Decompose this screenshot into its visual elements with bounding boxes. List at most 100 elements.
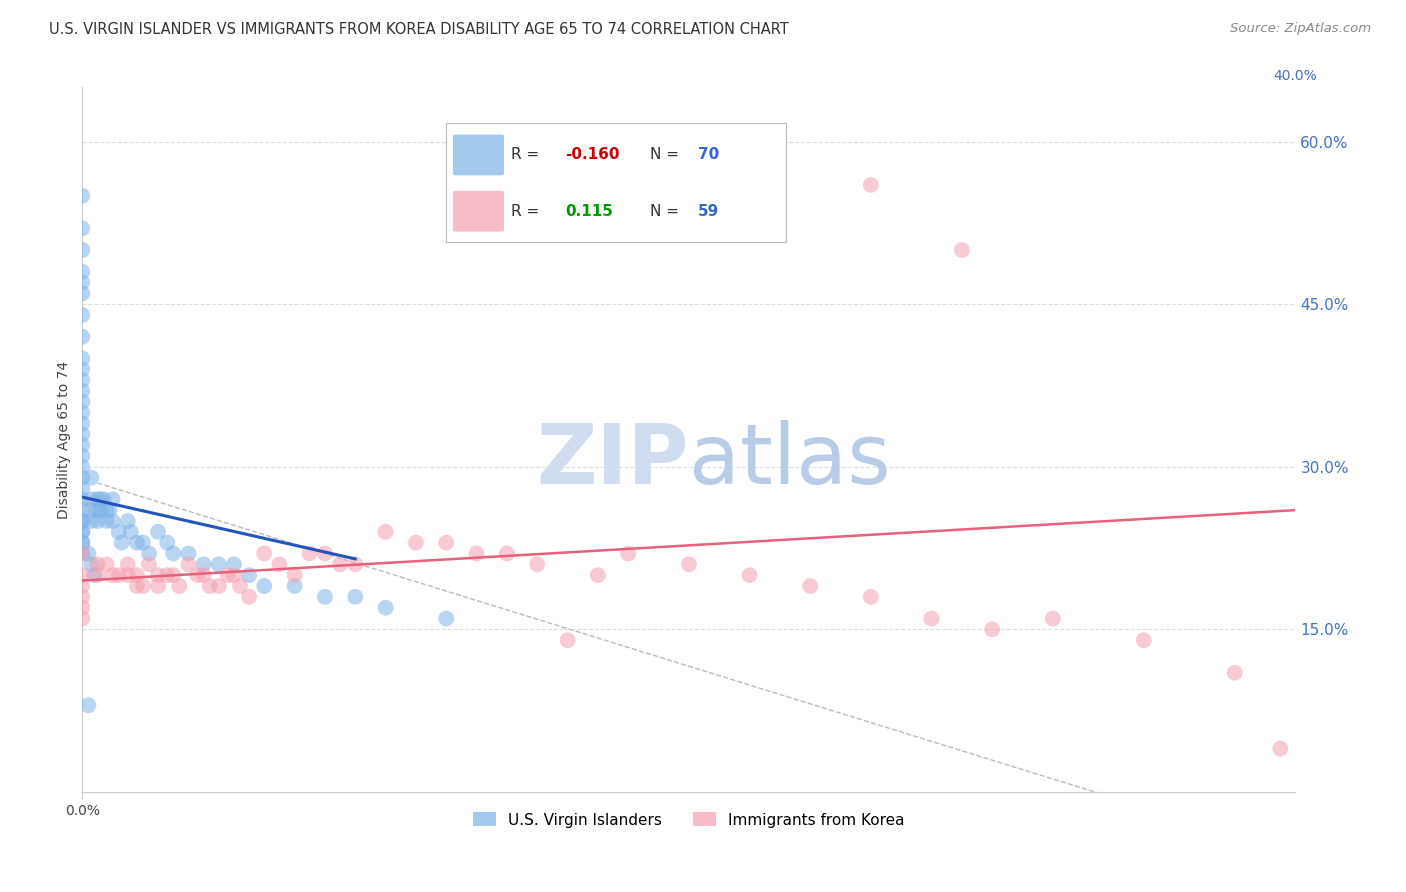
Point [80, 470, 103, 484]
Point [80, 503, 103, 517]
Point [162, 547, 184, 561]
Point [86, 492, 108, 507]
Point [96, 558, 118, 572]
Point [284, 579, 307, 593]
Point [86, 558, 108, 572]
Point [72, 449, 94, 463]
Point [72, 384, 94, 398]
Point [89, 503, 111, 517]
Text: atlas: atlas [689, 420, 890, 501]
Point [117, 558, 139, 572]
Point [198, 579, 221, 593]
Point [72, 535, 94, 549]
Point [72, 459, 94, 474]
Point [132, 535, 155, 549]
Point [86, 568, 108, 582]
Point [162, 568, 184, 582]
Point [269, 558, 291, 572]
Text: U.S. VIRGIN ISLANDER VS IMMIGRANTS FROM KOREA DISABILITY AGE 65 TO 74 CORRELATIO: U.S. VIRGIN ISLANDER VS IMMIGRANTS FROM … [49, 22, 789, 37]
Point [156, 568, 179, 582]
Point [101, 514, 124, 528]
Point [177, 547, 200, 561]
Point [434, 535, 457, 549]
Text: ZIP: ZIP [536, 420, 689, 501]
Point [859, 590, 882, 604]
Point [96, 503, 118, 517]
Point [72, 406, 94, 420]
Point [1223, 665, 1246, 680]
Point [72, 579, 94, 593]
Point [374, 524, 396, 539]
Point [72, 514, 94, 528]
Point [496, 547, 519, 561]
Point [98, 503, 121, 517]
Point [208, 558, 231, 572]
Point [72, 417, 94, 431]
Point [72, 590, 94, 604]
Point [72, 329, 94, 343]
Point [107, 568, 129, 582]
Point [77, 698, 100, 713]
Point [86, 503, 108, 517]
Point [146, 579, 169, 593]
Point [859, 178, 882, 192]
Text: Source: ZipAtlas.com: Source: ZipAtlas.com [1230, 22, 1371, 36]
Point [586, 568, 609, 582]
Point [72, 524, 94, 539]
Point [107, 524, 129, 539]
Point [101, 568, 124, 582]
Point [177, 558, 200, 572]
Point [238, 568, 260, 582]
Point [314, 547, 336, 561]
Point [72, 492, 94, 507]
Point [314, 590, 336, 604]
Point [298, 547, 321, 561]
Point [72, 600, 94, 615]
Point [80, 514, 103, 528]
Point [1133, 633, 1156, 648]
Point [77, 547, 100, 561]
Point [72, 482, 94, 496]
Point [72, 547, 94, 561]
Point [96, 514, 118, 528]
Point [72, 524, 94, 539]
Point [72, 188, 94, 202]
Point [738, 568, 761, 582]
Point [120, 524, 142, 539]
Point [125, 579, 148, 593]
Point [799, 579, 821, 593]
Point [80, 492, 103, 507]
Point [72, 286, 94, 301]
Point [111, 535, 134, 549]
Point [72, 265, 94, 279]
Point [117, 568, 139, 582]
Point [208, 579, 231, 593]
Point [83, 568, 105, 582]
Point [344, 558, 367, 572]
Point [72, 611, 94, 625]
Point [1042, 611, 1064, 625]
Point [93, 492, 115, 507]
Point [253, 547, 276, 561]
Point [86, 514, 108, 528]
Point [405, 535, 427, 549]
Point [138, 547, 160, 561]
Point [80, 558, 103, 572]
Point [921, 611, 943, 625]
Point [193, 558, 215, 572]
Point [125, 568, 148, 582]
Point [132, 579, 155, 593]
Point [72, 373, 94, 387]
Point [138, 558, 160, 572]
Point [465, 547, 488, 561]
Point [146, 568, 169, 582]
Point [678, 558, 700, 572]
Point [117, 514, 139, 528]
Point [374, 600, 396, 615]
Point [72, 243, 94, 257]
Point [72, 514, 94, 528]
Point [89, 492, 111, 507]
Point [981, 623, 1004, 637]
Point [193, 568, 215, 582]
Point [72, 547, 94, 561]
